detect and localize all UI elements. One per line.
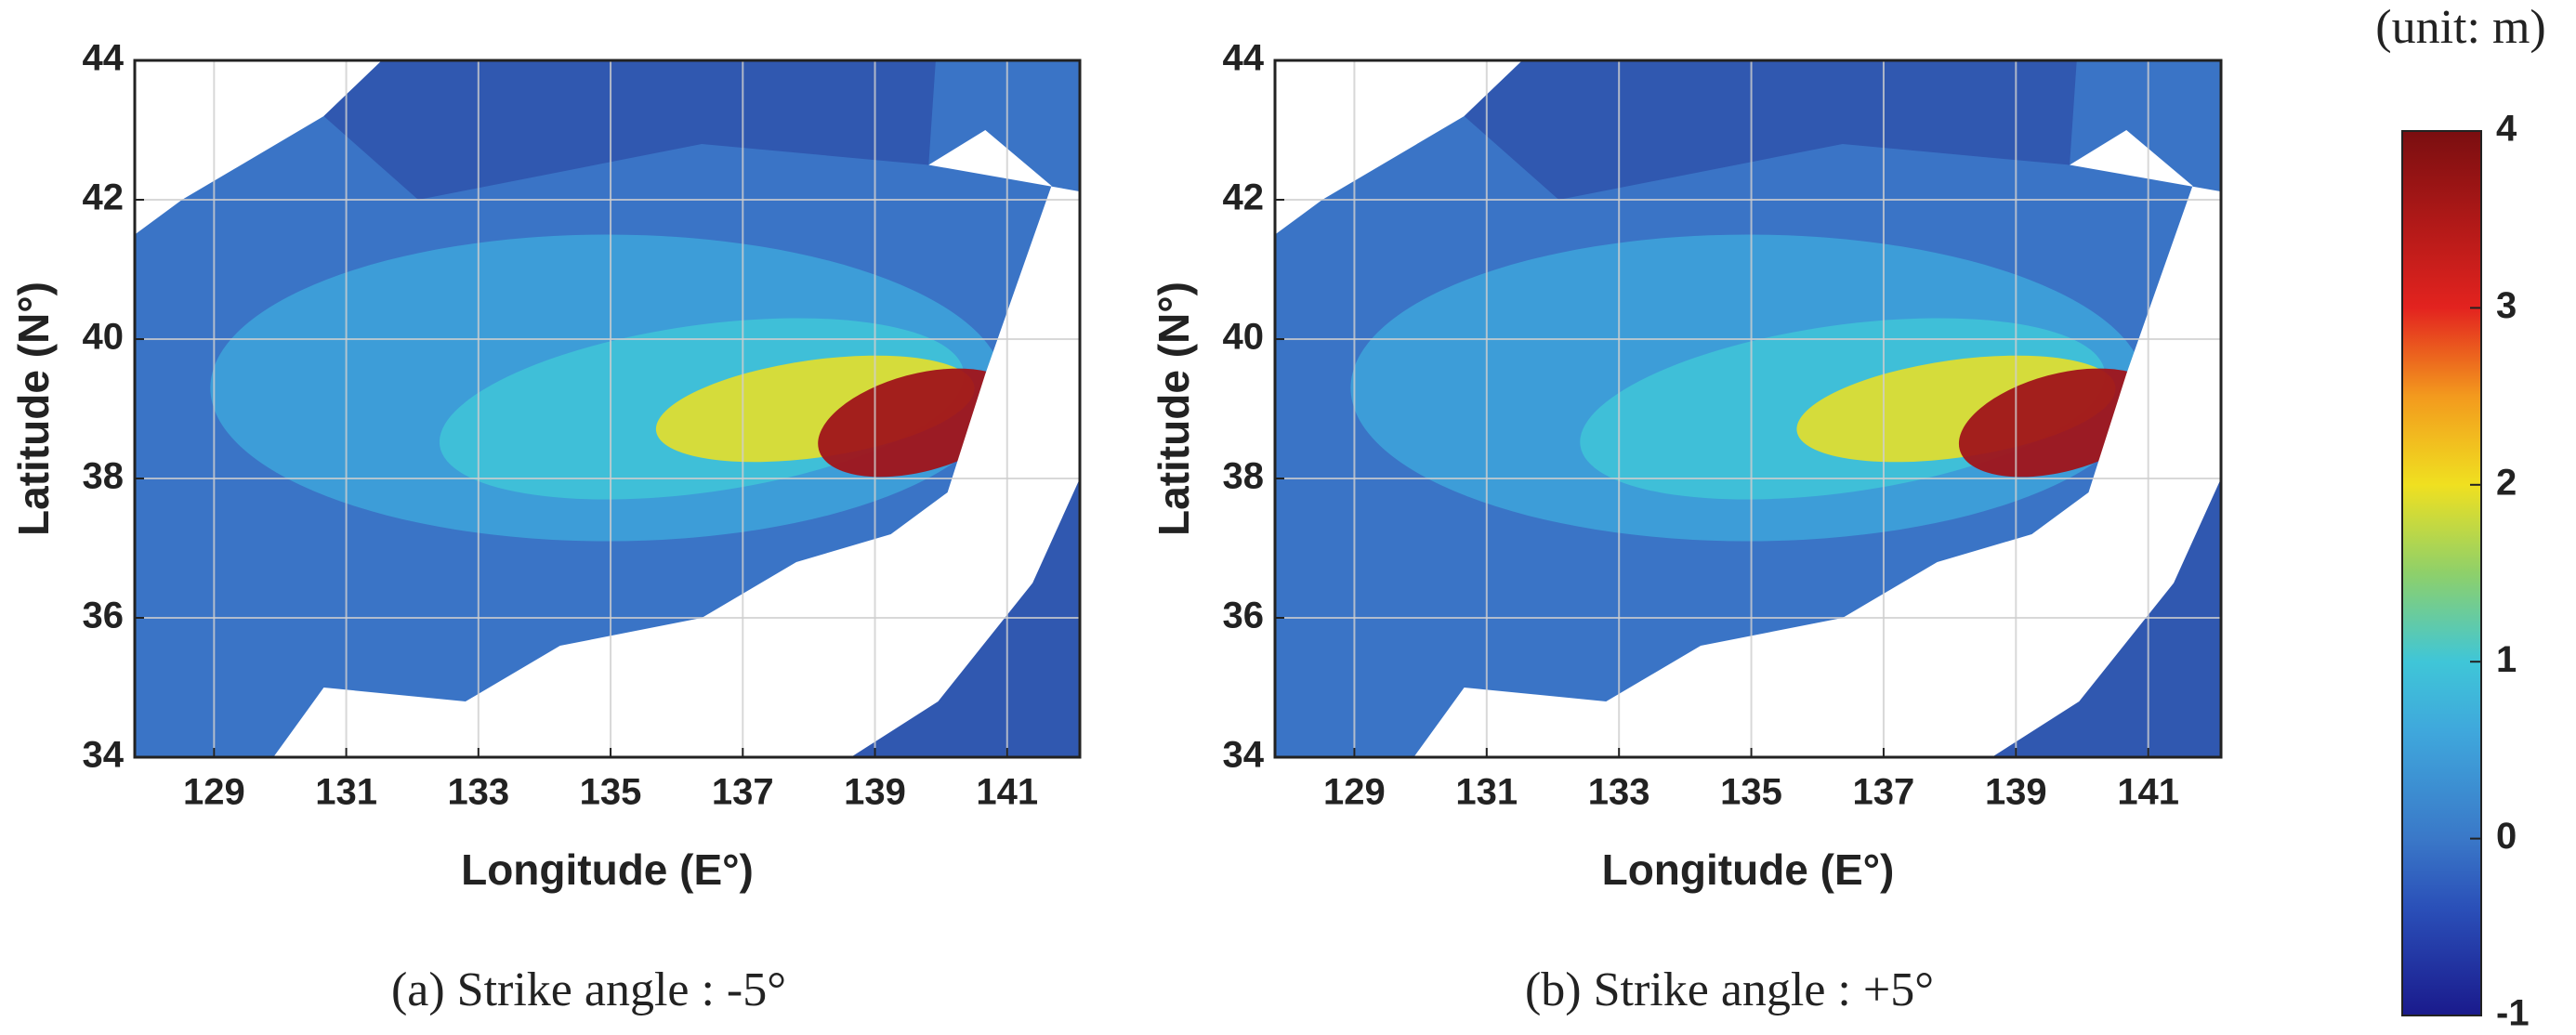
colorbar <box>2401 130 2482 1016</box>
x-tick-label: 131 <box>1455 772 1518 813</box>
y-tick-label: 36 <box>1223 596 1265 636</box>
land-north <box>135 60 382 235</box>
ocean-east <box>1991 478 2221 757</box>
x-tick-label: 137 <box>712 772 774 813</box>
y-tick-label: 44 <box>83 38 125 79</box>
x-tick-label: 141 <box>976 772 1038 813</box>
sea-north <box>323 60 936 200</box>
y-tick-label: 42 <box>83 177 125 218</box>
sea-north <box>1464 60 2077 200</box>
axes-frame <box>133 59 1082 759</box>
x-tick-label: 133 <box>447 772 509 813</box>
x-tick-label: 139 <box>844 772 906 813</box>
colorbar-tick-label: 0 <box>2496 816 2517 857</box>
y-tick-label: 38 <box>1223 456 1265 497</box>
x-tick-label: 137 <box>1853 772 1915 813</box>
x-axis-label: Longitude (E°) <box>461 845 754 894</box>
axes-frame <box>1273 59 2223 759</box>
land <box>273 130 1080 757</box>
y-axis-label: Latitude (N°) <box>1150 282 1198 536</box>
colorbar-title: (unit: m) <box>2375 1 2545 54</box>
ocean-east <box>850 478 1080 757</box>
y-tick-label: 34 <box>83 735 125 776</box>
y-tick-label: 40 <box>1223 317 1265 358</box>
x-tick-label: 135 <box>1720 772 1782 813</box>
land-north <box>1275 60 1523 235</box>
map-field <box>135 60 1080 757</box>
y-axis-label: Latitude (N°) <box>9 282 58 536</box>
map-field <box>1275 60 2221 757</box>
x-tick-label: 129 <box>183 772 245 813</box>
y-tick-label: 34 <box>1223 735 1265 776</box>
colorbar-tick-label: 4 <box>2496 109 2517 150</box>
x-tick-label: 141 <box>2117 772 2179 813</box>
x-tick-label: 131 <box>315 772 377 813</box>
y-tick-label: 44 <box>1223 38 1265 79</box>
colorbar-tick-label: 3 <box>2496 285 2517 326</box>
caption: (b) Strike angle : +5° <box>1525 963 1934 1016</box>
x-tick-label: 139 <box>1985 772 2047 813</box>
x-axis-label: Longitude (E°) <box>1602 845 1895 894</box>
y-tick-label: 38 <box>83 456 125 497</box>
colorbar-tick-label: 2 <box>2496 462 2517 503</box>
y-tick-label: 40 <box>83 317 125 358</box>
colorbar-tick-label: -1 <box>2496 993 2530 1034</box>
y-tick-label: 42 <box>1223 177 1265 218</box>
x-tick-label: 129 <box>1323 772 1386 813</box>
x-tick-label: 135 <box>580 772 642 813</box>
x-tick-label: 133 <box>1588 772 1650 813</box>
caption: (a) Strike angle : -5° <box>391 963 786 1016</box>
colorbar-tick-label: 1 <box>2496 639 2517 680</box>
y-tick-label: 36 <box>83 596 125 636</box>
land <box>1413 130 2221 757</box>
